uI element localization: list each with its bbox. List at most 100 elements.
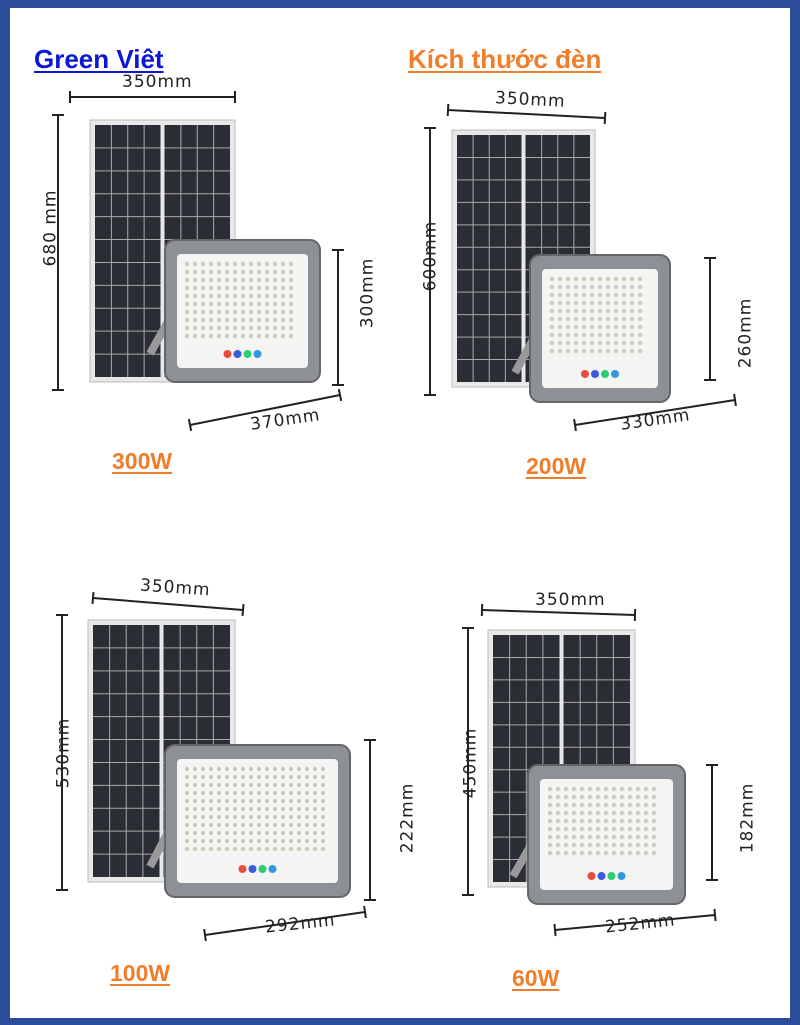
- led-chip: [208, 790, 214, 796]
- led-chip: [224, 277, 230, 283]
- led-chip: [320, 814, 326, 820]
- led-chip: [264, 830, 270, 836]
- led-chip: [621, 308, 627, 314]
- led-chip: [184, 814, 190, 820]
- led-chip: [288, 830, 294, 836]
- led-chip: [216, 285, 222, 291]
- led-chip: [635, 850, 641, 856]
- led-chip: [555, 802, 561, 808]
- led-chip: [288, 814, 294, 820]
- led-chip: [597, 332, 603, 338]
- led-chip: [651, 786, 657, 792]
- led-chip: [184, 830, 190, 836]
- led-chip: [256, 269, 262, 275]
- led-chip: [248, 766, 254, 772]
- led-chip: [595, 786, 601, 792]
- led-chip: [611, 850, 617, 856]
- led-chip: [619, 826, 625, 832]
- led-chip: [192, 301, 198, 307]
- led-chip: [192, 277, 198, 283]
- led-chip: [224, 838, 230, 844]
- dimension-line: [574, 399, 736, 426]
- led-chip: [549, 284, 555, 290]
- led-chip: [248, 293, 254, 299]
- led-chip: [272, 269, 278, 275]
- rgb-indicator-led: [243, 350, 252, 358]
- led-chip: [224, 317, 230, 323]
- led-chip: [571, 826, 577, 832]
- dimension-line: [204, 911, 366, 936]
- led-chip: [611, 810, 617, 816]
- led-chip: [200, 301, 206, 307]
- led-chip: [563, 794, 569, 800]
- rgb-indicator-led: [607, 872, 616, 880]
- led-chip: [557, 308, 563, 314]
- led-chip: [272, 285, 278, 291]
- dimension-tick: [713, 908, 717, 922]
- led-chip: [256, 317, 262, 323]
- led-chip: [651, 842, 657, 848]
- led-chip: [549, 348, 555, 354]
- led-chip: [565, 300, 571, 306]
- led-chip: [549, 316, 555, 322]
- led-chip: [184, 766, 190, 772]
- dimension-tick: [91, 591, 95, 605]
- led-chip: [555, 810, 561, 816]
- led-chip: [555, 818, 561, 824]
- led-chip: [240, 822, 246, 828]
- led-chip: [208, 822, 214, 828]
- led-chip: [621, 276, 627, 282]
- led-chip: [216, 261, 222, 267]
- led-chip: [296, 846, 302, 852]
- led-chip: [272, 333, 278, 339]
- led-chip: [248, 790, 254, 796]
- led-chip: [587, 802, 593, 808]
- dimension-tick: [241, 603, 245, 617]
- led-chip: [605, 308, 611, 314]
- led-chip: [603, 842, 609, 848]
- led-chip: [264, 261, 270, 267]
- product-dimension-sheet: Green Viêt Kích thước đèn 350mm 680 mm 3…: [10, 8, 790, 1018]
- led-chip: [651, 802, 657, 808]
- led-chip: [256, 325, 262, 331]
- led-chip: [248, 838, 254, 844]
- led-chip: [280, 325, 286, 331]
- led-chip: [288, 782, 294, 788]
- led-chip: [296, 766, 302, 772]
- led-chip: [280, 822, 286, 828]
- led-chip: [272, 317, 278, 323]
- led-chip: [629, 308, 635, 314]
- led-chip: [256, 766, 262, 772]
- led-chip: [320, 838, 326, 844]
- led-chip: [581, 324, 587, 330]
- led-chip: [549, 324, 555, 330]
- led-chip: [216, 269, 222, 275]
- led-chip: [579, 842, 585, 848]
- led-chip: [595, 810, 601, 816]
- led-chip: [629, 348, 635, 354]
- led-chip: [264, 774, 270, 780]
- wattage-label: 100W: [110, 960, 171, 986]
- dimension-tick: [573, 418, 577, 432]
- led-chip: [563, 786, 569, 792]
- led-chip: [280, 806, 286, 812]
- led-chip: [651, 794, 657, 800]
- led-chip: [248, 798, 254, 804]
- led-chip: [643, 786, 649, 792]
- led-chip: [256, 774, 262, 780]
- led-chip: [264, 277, 270, 283]
- led-chip: [280, 846, 286, 852]
- led-chip: [581, 340, 587, 346]
- led-chip: [587, 842, 593, 848]
- led-chip: [547, 794, 553, 800]
- led-chip: [579, 802, 585, 808]
- led-chip: [192, 317, 198, 323]
- led-chip: [304, 766, 310, 772]
- led-chip: [256, 293, 262, 299]
- led-chip: [611, 834, 617, 840]
- led-chip: [184, 269, 190, 275]
- led-chip: [256, 822, 262, 828]
- led-chip: [280, 774, 286, 780]
- led-chip: [613, 348, 619, 354]
- led-chip: [555, 834, 561, 840]
